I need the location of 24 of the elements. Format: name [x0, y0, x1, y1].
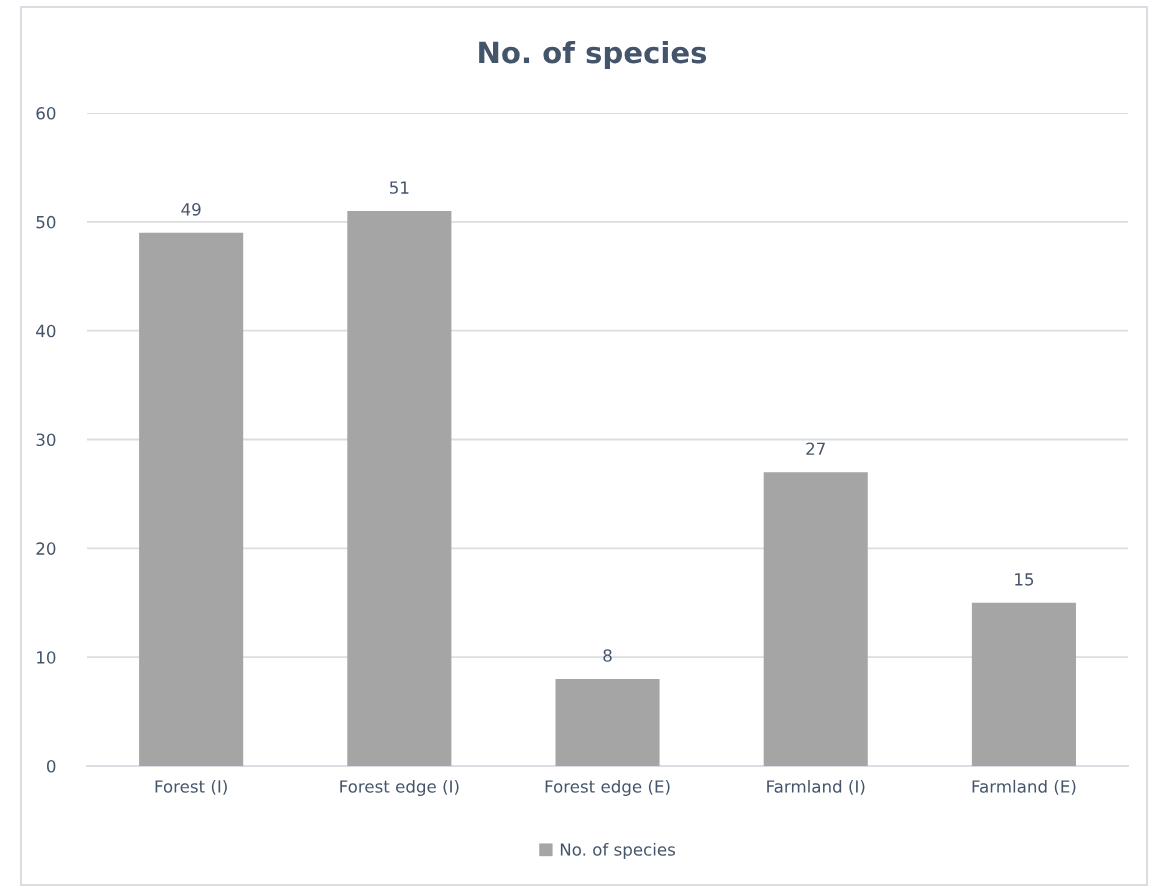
data-label: 49: [181, 203, 201, 216]
data-label: 8: [603, 649, 612, 662]
y-tick-label: 30: [36, 433, 56, 447]
legend-label: No. of species: [560, 842, 676, 860]
y-tick-label: 20: [36, 542, 56, 555]
data-label: 27: [806, 442, 825, 455]
y-tick-label: 10: [37, 651, 56, 664]
chart-title: No. of species: [479, 40, 707, 70]
bar: [347, 210, 452, 766]
x-tick-label: Forest (I): [155, 779, 227, 795]
bar: [763, 472, 868, 766]
y-tick-label: 60: [36, 107, 56, 120]
bar: [555, 678, 660, 766]
data-label: 51: [390, 181, 409, 194]
y-tick-label: 50: [36, 215, 56, 229]
data-label: 15: [1015, 573, 1034, 586]
y-tick-label: 40: [36, 324, 56, 338]
x-tick-label: Farmland (E): [972, 779, 1076, 795]
x-tick-label: Forest edge (I): [340, 779, 459, 797]
bar: [971, 602, 1076, 766]
bar: [139, 232, 244, 766]
x-tick-label: Farmland (I): [767, 779, 865, 795]
x-tick-label: Forest edge (E): [545, 779, 670, 797]
y-tick-label: 0: [46, 759, 56, 773]
